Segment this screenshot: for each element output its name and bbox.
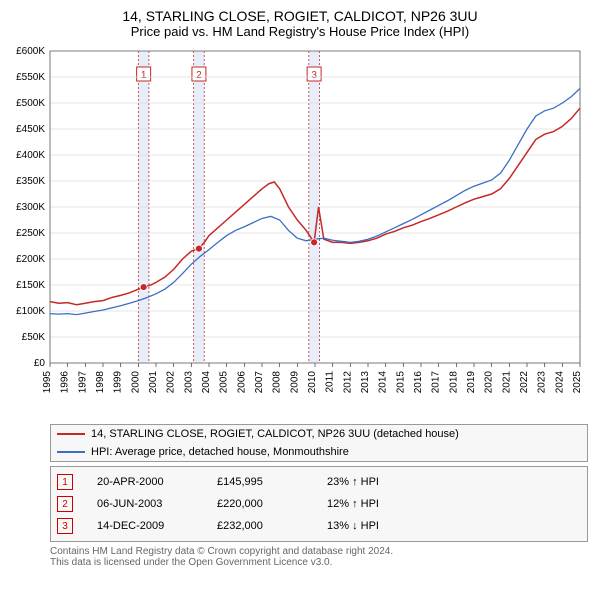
svg-text:2007: 2007 [254, 371, 265, 394]
svg-text:£50K: £50K [22, 332, 46, 343]
event-marker-3: 3 [57, 518, 73, 534]
svg-text:1997: 1997 [77, 371, 88, 394]
svg-text:1995: 1995 [42, 371, 53, 394]
title-block: 14, STARLING CLOSE, ROGIET, CALDICOT, NP… [0, 0, 600, 43]
svg-text:£400K: £400K [16, 150, 45, 161]
svg-text:2004: 2004 [201, 371, 212, 394]
events-table: 1 20-APR-2000 £145,995 23% ↑ HPI 2 06-JU… [50, 466, 588, 542]
chart-container: 14, STARLING CLOSE, ROGIET, CALDICOT, NP… [0, 0, 600, 568]
event-date: 14-DEC-2009 [97, 520, 217, 532]
svg-text:2003: 2003 [183, 371, 194, 394]
event-hpi: 13% ↓ HPI [327, 520, 379, 532]
svg-text:2013: 2013 [360, 371, 371, 394]
svg-text:2014: 2014 [378, 371, 389, 394]
event-marker-2: 2 [57, 496, 73, 512]
svg-text:£450K: £450K [16, 124, 45, 135]
svg-text:£300K: £300K [16, 202, 45, 213]
legend: 14, STARLING CLOSE, ROGIET, CALDICOT, NP… [50, 424, 588, 462]
event-row: 3 14-DEC-2009 £232,000 13% ↓ HPI [57, 515, 581, 537]
svg-text:2000: 2000 [130, 371, 141, 394]
legend-label-series1: 14, STARLING CLOSE, ROGIET, CALDICOT, NP… [91, 428, 459, 440]
svg-text:£0: £0 [34, 358, 46, 369]
event-hpi: 12% ↑ HPI [327, 498, 379, 510]
svg-text:£200K: £200K [16, 254, 45, 265]
svg-text:£150K: £150K [16, 280, 45, 291]
svg-text:2017: 2017 [431, 371, 442, 394]
svg-text:2002: 2002 [166, 371, 177, 394]
svg-text:£500K: £500K [16, 98, 45, 109]
svg-text:2015: 2015 [395, 371, 406, 394]
svg-text:1: 1 [141, 70, 147, 81]
legend-row: HPI: Average price, detached house, Monm… [51, 443, 587, 461]
svg-text:3: 3 [311, 70, 317, 81]
svg-text:2: 2 [196, 70, 202, 81]
event-price: £232,000 [217, 520, 327, 532]
svg-text:1996: 1996 [60, 371, 71, 394]
svg-text:2008: 2008 [272, 371, 283, 394]
event-price: £145,995 [217, 476, 327, 488]
event-row: 2 06-JUN-2003 £220,000 12% ↑ HPI [57, 493, 581, 515]
svg-text:1998: 1998 [95, 371, 106, 394]
svg-text:2020: 2020 [484, 371, 495, 394]
svg-text:2011: 2011 [325, 371, 336, 393]
svg-text:2010: 2010 [307, 371, 318, 394]
legend-label-series2: HPI: Average price, detached house, Monm… [91, 446, 349, 458]
event-price: £220,000 [217, 498, 327, 510]
svg-text:2019: 2019 [466, 371, 477, 394]
chart-title-line1: 14, STARLING CLOSE, ROGIET, CALDICOT, NP… [0, 8, 600, 24]
svg-text:£100K: £100K [16, 306, 45, 317]
svg-text:2018: 2018 [448, 371, 459, 394]
event-date: 20-APR-2000 [97, 476, 217, 488]
svg-text:1999: 1999 [113, 371, 124, 394]
footer-line2: This data is licensed under the Open Gov… [50, 557, 588, 568]
svg-text:2023: 2023 [537, 371, 548, 394]
legend-swatch-series1 [57, 433, 85, 435]
chart-area: 1 2 3 £0 £50K £100K £150K £200K £250K £300K £350K £… [0, 43, 600, 418]
legend-swatch-series2 [57, 451, 85, 453]
footer-attribution: Contains HM Land Registry data © Crown c… [50, 546, 588, 568]
event-marker-1: 1 [57, 474, 73, 490]
svg-text:£600K: £600K [16, 46, 45, 57]
chart-title-line2: Price paid vs. HM Land Registry's House … [0, 24, 600, 39]
event-date: 06-JUN-2003 [97, 498, 217, 510]
svg-text:£250K: £250K [16, 228, 45, 239]
svg-text:£550K: £550K [16, 72, 45, 83]
svg-text:2016: 2016 [413, 371, 424, 394]
svg-text:2025: 2025 [572, 371, 583, 394]
event-row: 1 20-APR-2000 £145,995 23% ↑ HPI [57, 471, 581, 493]
svg-text:2001: 2001 [148, 371, 159, 394]
svg-text:£350K: £350K [16, 176, 45, 187]
svg-text:2024: 2024 [554, 371, 565, 394]
event-hpi: 23% ↑ HPI [327, 476, 379, 488]
line-chart-svg: 1 2 3 £0 £50K £100K £150K £200K £250K £300K £350K £… [0, 43, 590, 413]
svg-text:2021: 2021 [501, 371, 512, 394]
footer-line1: Contains HM Land Registry data © Crown c… [50, 546, 588, 557]
svg-text:2012: 2012 [342, 371, 353, 394]
svg-text:2022: 2022 [519, 371, 530, 394]
legend-row: 14, STARLING CLOSE, ROGIET, CALDICOT, NP… [51, 425, 587, 443]
svg-text:2009: 2009 [289, 371, 300, 394]
svg-text:2006: 2006 [236, 371, 247, 394]
svg-text:2005: 2005 [219, 371, 230, 394]
